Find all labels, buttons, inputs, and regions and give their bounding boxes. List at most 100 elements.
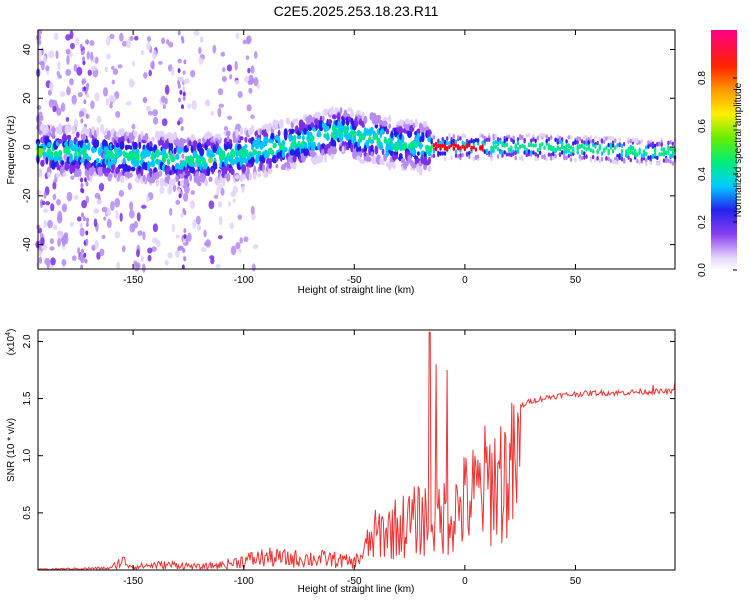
spectrogram-cell (534, 156, 537, 162)
spectrogram-noise-cell (180, 35, 184, 41)
spectrogram-noise-cell (121, 245, 126, 253)
spectrogram-noise-cell (85, 113, 89, 119)
spectrogram-cell (359, 151, 363, 158)
spectrogram-cell (669, 147, 672, 152)
spectrogram-cell (388, 114, 392, 123)
spectrogram-cell (501, 141, 504, 146)
spectrogram-cell (658, 142, 661, 147)
spectrogram-noise-cell (43, 192, 47, 199)
spectrogram-noise-cell (129, 209, 135, 219)
spectrogram-cell (122, 157, 126, 165)
spectrogram-noise-cell (245, 55, 250, 60)
spectrogram-cell (87, 142, 91, 151)
spectrogram-cell (454, 153, 458, 158)
spectrogram-noise-cell (199, 36, 204, 43)
spectrogram-noise-cell (112, 68, 119, 75)
spectrogram-cell (552, 145, 555, 151)
spectrogram-noise-cell (105, 36, 111, 46)
spectrogram-cell (443, 139, 447, 145)
spectrogram-noise-cell (137, 230, 143, 236)
spectrogram-cell (541, 154, 544, 159)
spectrogram-cell (176, 144, 183, 155)
spectrogram-cell (45, 156, 49, 165)
spectrogram-cell (600, 151, 604, 156)
snr-y-axis: 0.5 1.0 1.5 2.0 (22, 334, 675, 520)
spectrogram-x-tick-label: -150 (123, 275, 143, 286)
spectrogram-cell (503, 139, 506, 144)
spectrogram-cell (585, 147, 588, 152)
spectrogram-noise-cell (152, 116, 159, 125)
spectrogram-noise-cell (177, 188, 181, 194)
spectrogram-noise-cell (250, 114, 255, 120)
spectrogram-noise-cell (115, 209, 119, 220)
spectrogram-cell (591, 138, 595, 144)
spectrogram-cell (534, 138, 537, 144)
spectrogram-cell (118, 150, 122, 157)
spectrogram-cell (398, 143, 403, 152)
spectrogram-noise-cell (91, 244, 96, 251)
spectrogram-cell (600, 157, 604, 162)
spectrogram-cell (150, 159, 156, 168)
spectrogram-noise-cell (248, 87, 253, 94)
spectrogram-cell (385, 128, 390, 134)
spectrogram-noise-cell (52, 105, 57, 113)
spectrogram-noise-cell (98, 182, 105, 192)
spectrogram-cell (629, 149, 632, 155)
spectrogram-cell (492, 133, 495, 139)
spectrogram-cell (483, 138, 486, 143)
spectrogram-noise-cell (220, 51, 226, 57)
spectrogram-noise-cell (84, 177, 88, 183)
spectrogram-noise-cell (111, 79, 116, 85)
spectrogram-cell (339, 107, 343, 114)
spectrogram-cell (496, 147, 500, 152)
spectrogram-noise-cell (70, 42, 75, 50)
spectrogram-cell (563, 145, 566, 151)
snr-x-tick-label: 50 (570, 576, 582, 587)
spectrogram-cell (222, 176, 226, 187)
spectrogram-cell (432, 135, 436, 140)
spectrogram-cell (578, 154, 582, 159)
spectrogram-noise-cell (140, 49, 144, 56)
spectrogram-noise-cell (221, 75, 227, 82)
spectrogram-noise-cell (235, 32, 240, 39)
spectrogram-cell (669, 159, 672, 164)
spectrogram-cell (452, 134, 456, 139)
spectrogram-cell (645, 151, 648, 157)
spectrogram-cell (514, 155, 517, 161)
spectrogram-cell (149, 168, 153, 178)
spectrogram-cell (636, 138, 639, 144)
spectrogram-frame (37, 29, 676, 270)
spectrogram-cell (647, 155, 650, 160)
spectrogram-cell (434, 146, 438, 152)
snr-x-tick-label: -150 (123, 576, 143, 587)
spectrogram-noise-cell (70, 175, 75, 180)
spectrogram-cell (42, 151, 48, 157)
spectrogram-noise-cell (85, 86, 89, 92)
spectrogram-noise-cell (85, 195, 90, 204)
spectrogram-cell (330, 152, 334, 160)
spectrogram-noise-cell (226, 64, 232, 72)
spectrogram-cell (379, 157, 383, 166)
spectrogram-cell (583, 145, 586, 150)
spectrogram-cell (70, 164, 76, 173)
spectrogram-cell (569, 151, 573, 156)
spectrogram-noise-cell (156, 240, 161, 248)
spectrogram-cell (556, 140, 559, 145)
spectrogram-noise-cell (94, 92, 100, 102)
spectrogram-noise-cell (196, 224, 201, 231)
spectrogram-cell (616, 160, 619, 165)
spectrogram-cell (370, 151, 374, 157)
spectrogram-cell (304, 141, 308, 150)
spectrogram-noise-cell (69, 30, 74, 40)
spectrogram-cell (576, 144, 579, 150)
spectrogram-noise-cell (79, 222, 83, 228)
spectrogram-noise-cell (136, 212, 141, 222)
spectrogram-noise-cell (182, 86, 186, 92)
spectrogram-cell (69, 153, 73, 160)
spectrogram-cell (169, 170, 173, 176)
spectrogram-cell (252, 149, 258, 156)
spectrogram-noise-cell (237, 91, 243, 99)
spectrogram-noise-cell (114, 231, 121, 239)
spectrogram-noise-cell (217, 235, 223, 240)
spectrogram-noise-cell (180, 76, 184, 82)
